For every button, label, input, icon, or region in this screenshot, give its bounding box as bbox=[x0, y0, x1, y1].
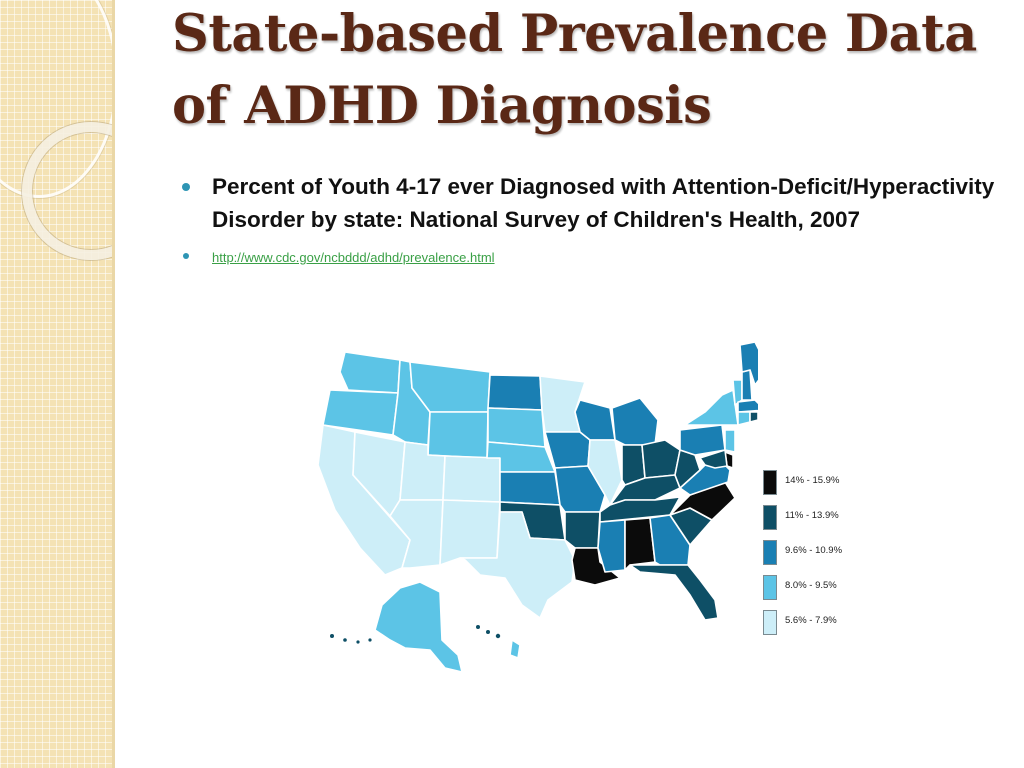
state-ND bbox=[487, 374, 543, 411]
legend-label: 8.0% - 9.5% bbox=[785, 580, 837, 591]
legend-swatch bbox=[763, 470, 777, 495]
legend-swatch bbox=[763, 540, 777, 565]
state-TX bbox=[459, 511, 576, 619]
bullet-text: Percent of Youth 4-17 ever Diagnosed wit… bbox=[212, 174, 995, 232]
alaska-island bbox=[368, 638, 372, 642]
state-ME bbox=[739, 341, 758, 386]
state-WY bbox=[427, 411, 489, 459]
alaska-island bbox=[356, 640, 360, 644]
legend-label: 14% - 15.9% bbox=[785, 475, 840, 486]
legend-swatch bbox=[763, 505, 777, 530]
slide-title: State-based Prevalence Data of ADHD Diag… bbox=[172, 4, 977, 136]
state-AK bbox=[374, 581, 463, 673]
state-SD bbox=[487, 407, 546, 448]
state-NJ bbox=[724, 429, 736, 453]
legend-item: 5.6% - 7.9% bbox=[763, 610, 873, 637]
legend-item: 14% - 15.9% bbox=[763, 470, 873, 497]
legend-swatch bbox=[763, 575, 777, 600]
legend-label: 9.6% - 10.9% bbox=[785, 545, 843, 556]
bullet-item-link: http://www.cdc.gov/ncbddd/adhd/prevalenc… bbox=[180, 247, 1000, 267]
state-CT bbox=[737, 411, 751, 426]
legend-item: 11% - 13.9% bbox=[763, 505, 873, 532]
decorative-side-panel bbox=[0, 0, 112, 768]
bullet-item-description: Percent of Youth 4-17 ever Diagnosed wit… bbox=[180, 170, 1000, 236]
hawaii-island bbox=[476, 625, 480, 629]
map-legend: 14% - 15.9% 11% - 13.9% 9.6% - 10.9% 8.0% -… bbox=[763, 470, 873, 640]
state-MA bbox=[737, 399, 758, 413]
state-FL bbox=[629, 564, 719, 621]
state-MI bbox=[611, 397, 659, 446]
state-KS bbox=[499, 471, 561, 506]
alaska-island bbox=[343, 638, 347, 642]
state-RI bbox=[749, 411, 758, 423]
legend-item: 8.0% - 9.5% bbox=[763, 575, 873, 602]
us-choropleth-map bbox=[318, 336, 848, 696]
state-OH bbox=[641, 439, 681, 479]
source-link[interactable]: http://www.cdc.gov/ncbddd/adhd/prevalenc… bbox=[212, 250, 495, 265]
state-HI bbox=[509, 639, 521, 659]
bullet-dot-icon bbox=[183, 253, 189, 259]
state-NM bbox=[439, 499, 501, 566]
legend-label: 5.6% - 7.9% bbox=[785, 615, 837, 626]
state-AL bbox=[624, 517, 656, 571]
state-PA bbox=[679, 424, 726, 456]
state-MD bbox=[699, 449, 728, 469]
state-NH bbox=[741, 369, 753, 401]
side-panel-edge bbox=[112, 0, 115, 768]
hawaii-island bbox=[495, 633, 501, 639]
legend-label: 11% - 13.9% bbox=[785, 510, 839, 521]
map-svg bbox=[318, 341, 758, 673]
state-MS bbox=[597, 519, 626, 573]
legend-swatch bbox=[763, 610, 777, 635]
state-CO bbox=[442, 455, 501, 503]
decorative-ring-small bbox=[22, 122, 112, 260]
bullet-list: Percent of Youth 4-17 ever Diagnosed wit… bbox=[180, 170, 1000, 267]
state-AR bbox=[564, 511, 601, 549]
alaska-island bbox=[330, 634, 334, 638]
state-WV bbox=[674, 449, 701, 489]
state-WA bbox=[339, 351, 401, 394]
legend-item: 9.6% - 10.9% bbox=[763, 540, 873, 567]
hawaii-island bbox=[486, 630, 490, 634]
bullet-dot-icon bbox=[182, 183, 190, 191]
state-NY bbox=[684, 389, 739, 426]
